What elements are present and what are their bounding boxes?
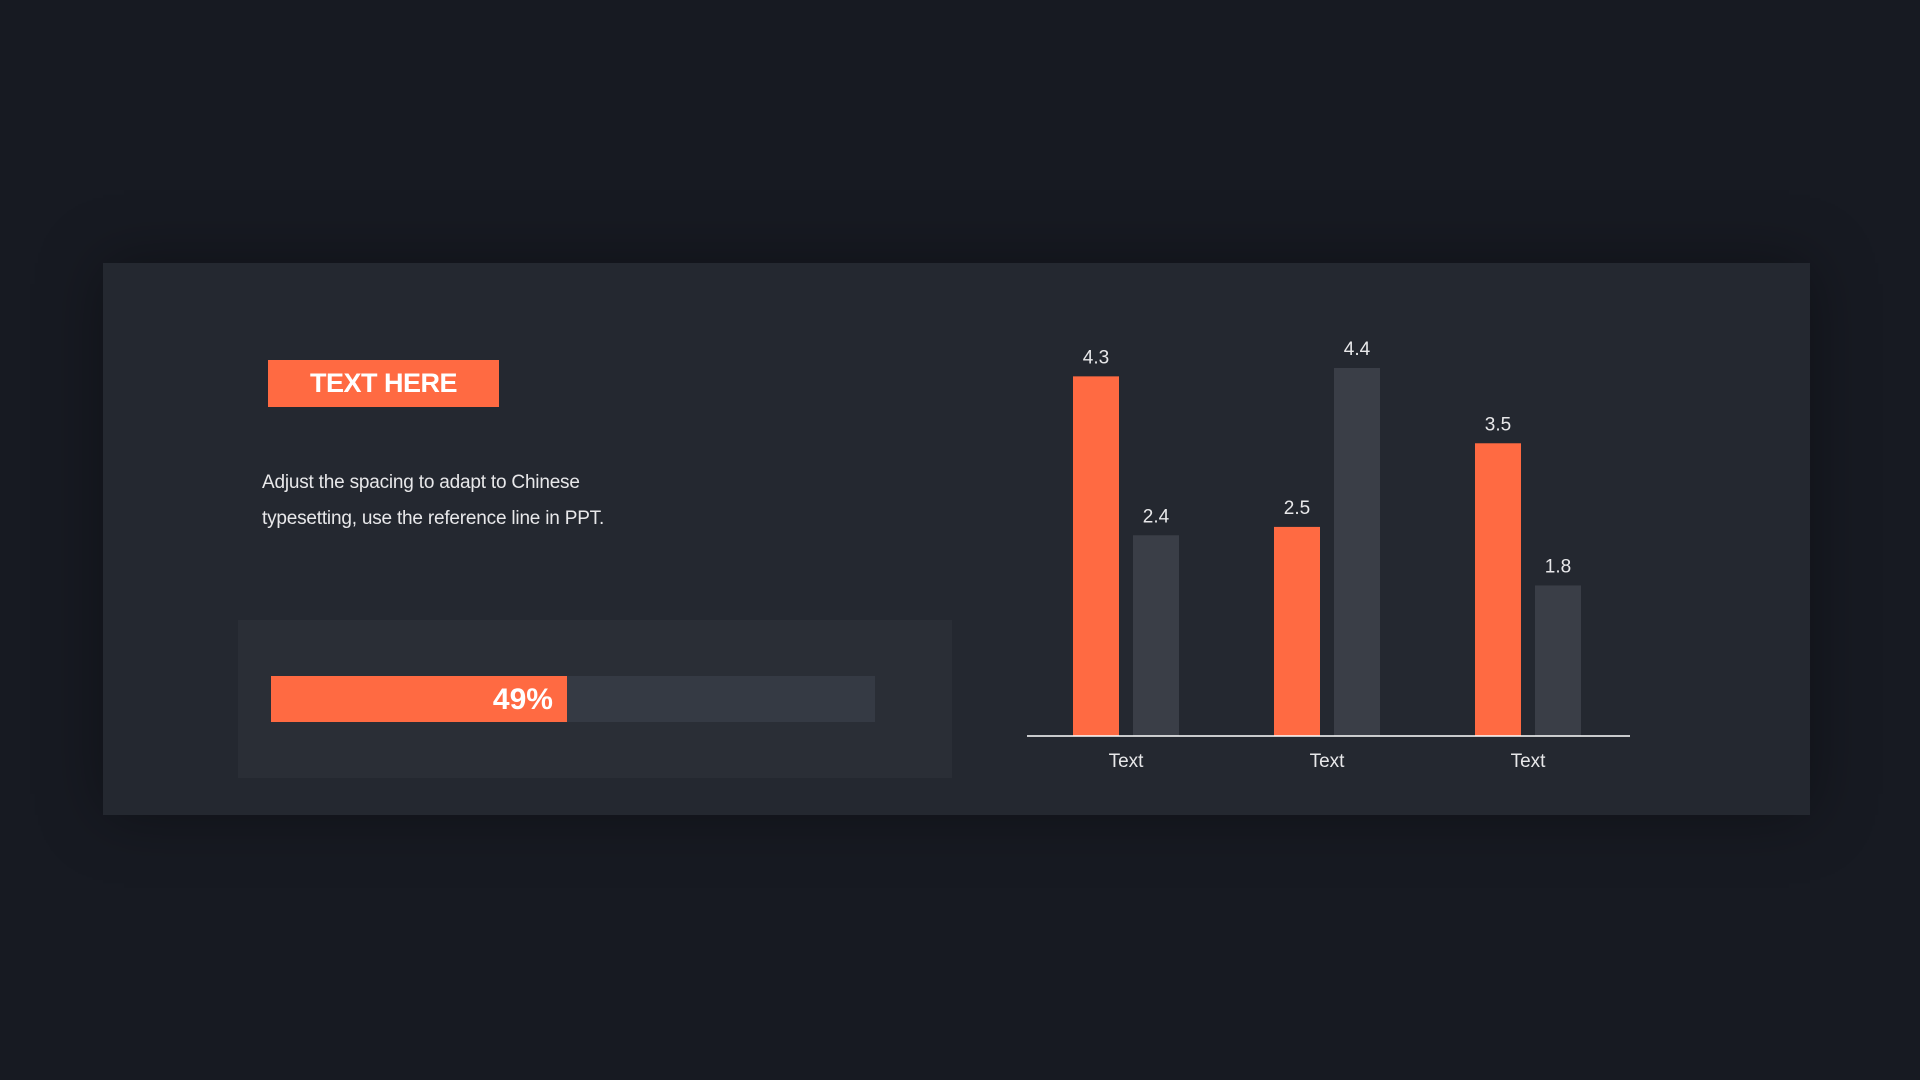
data-label-series-1-cat-3: 3.5 [1485, 414, 1511, 435]
bar-series-1-cat-2 [1274, 526, 1320, 736]
data-label-series-2-cat-2: 4.4 [1344, 339, 1371, 360]
bar-series-2-cat-2 [1334, 368, 1380, 736]
data-label-series-2-cat-3: 1.8 [1545, 556, 1571, 577]
bar-series-1-cat-3 [1475, 443, 1521, 736]
progress-card: 49% [238, 620, 952, 778]
bar-chart: 4.3 2.4 Text 2.5 4.4 Text 3.5 1.8 Text [1020, 330, 1660, 790]
bar-chart-svg: 4.3 2.4 Text 2.5 4.4 Text 3.5 1.8 Text [1027, 339, 1630, 772]
title-badge: TEXT HERE [268, 360, 499, 407]
bar-series-2-cat-1 [1133, 535, 1179, 736]
x-tick-label-3: Text [1511, 751, 1547, 772]
data-label-series-2-cat-1: 2.4 [1143, 506, 1170, 527]
x-tick-label-1: Text [1109, 751, 1145, 772]
description-text: Adjust the spacing to adapt to Chinese t… [262, 472, 605, 529]
progress-label: 49% [492, 683, 553, 716]
data-label-series-1-cat-2: 2.5 [1284, 498, 1310, 519]
progress-track: 49% [271, 676, 875, 722]
data-label-series-1-cat-1: 4.3 [1083, 347, 1109, 368]
progress-fill: 49% [271, 676, 567, 722]
bar-series-2-cat-3 [1535, 585, 1581, 736]
x-tick-label-2: Text [1310, 751, 1346, 772]
bar-series-1-cat-1 [1073, 376, 1119, 736]
